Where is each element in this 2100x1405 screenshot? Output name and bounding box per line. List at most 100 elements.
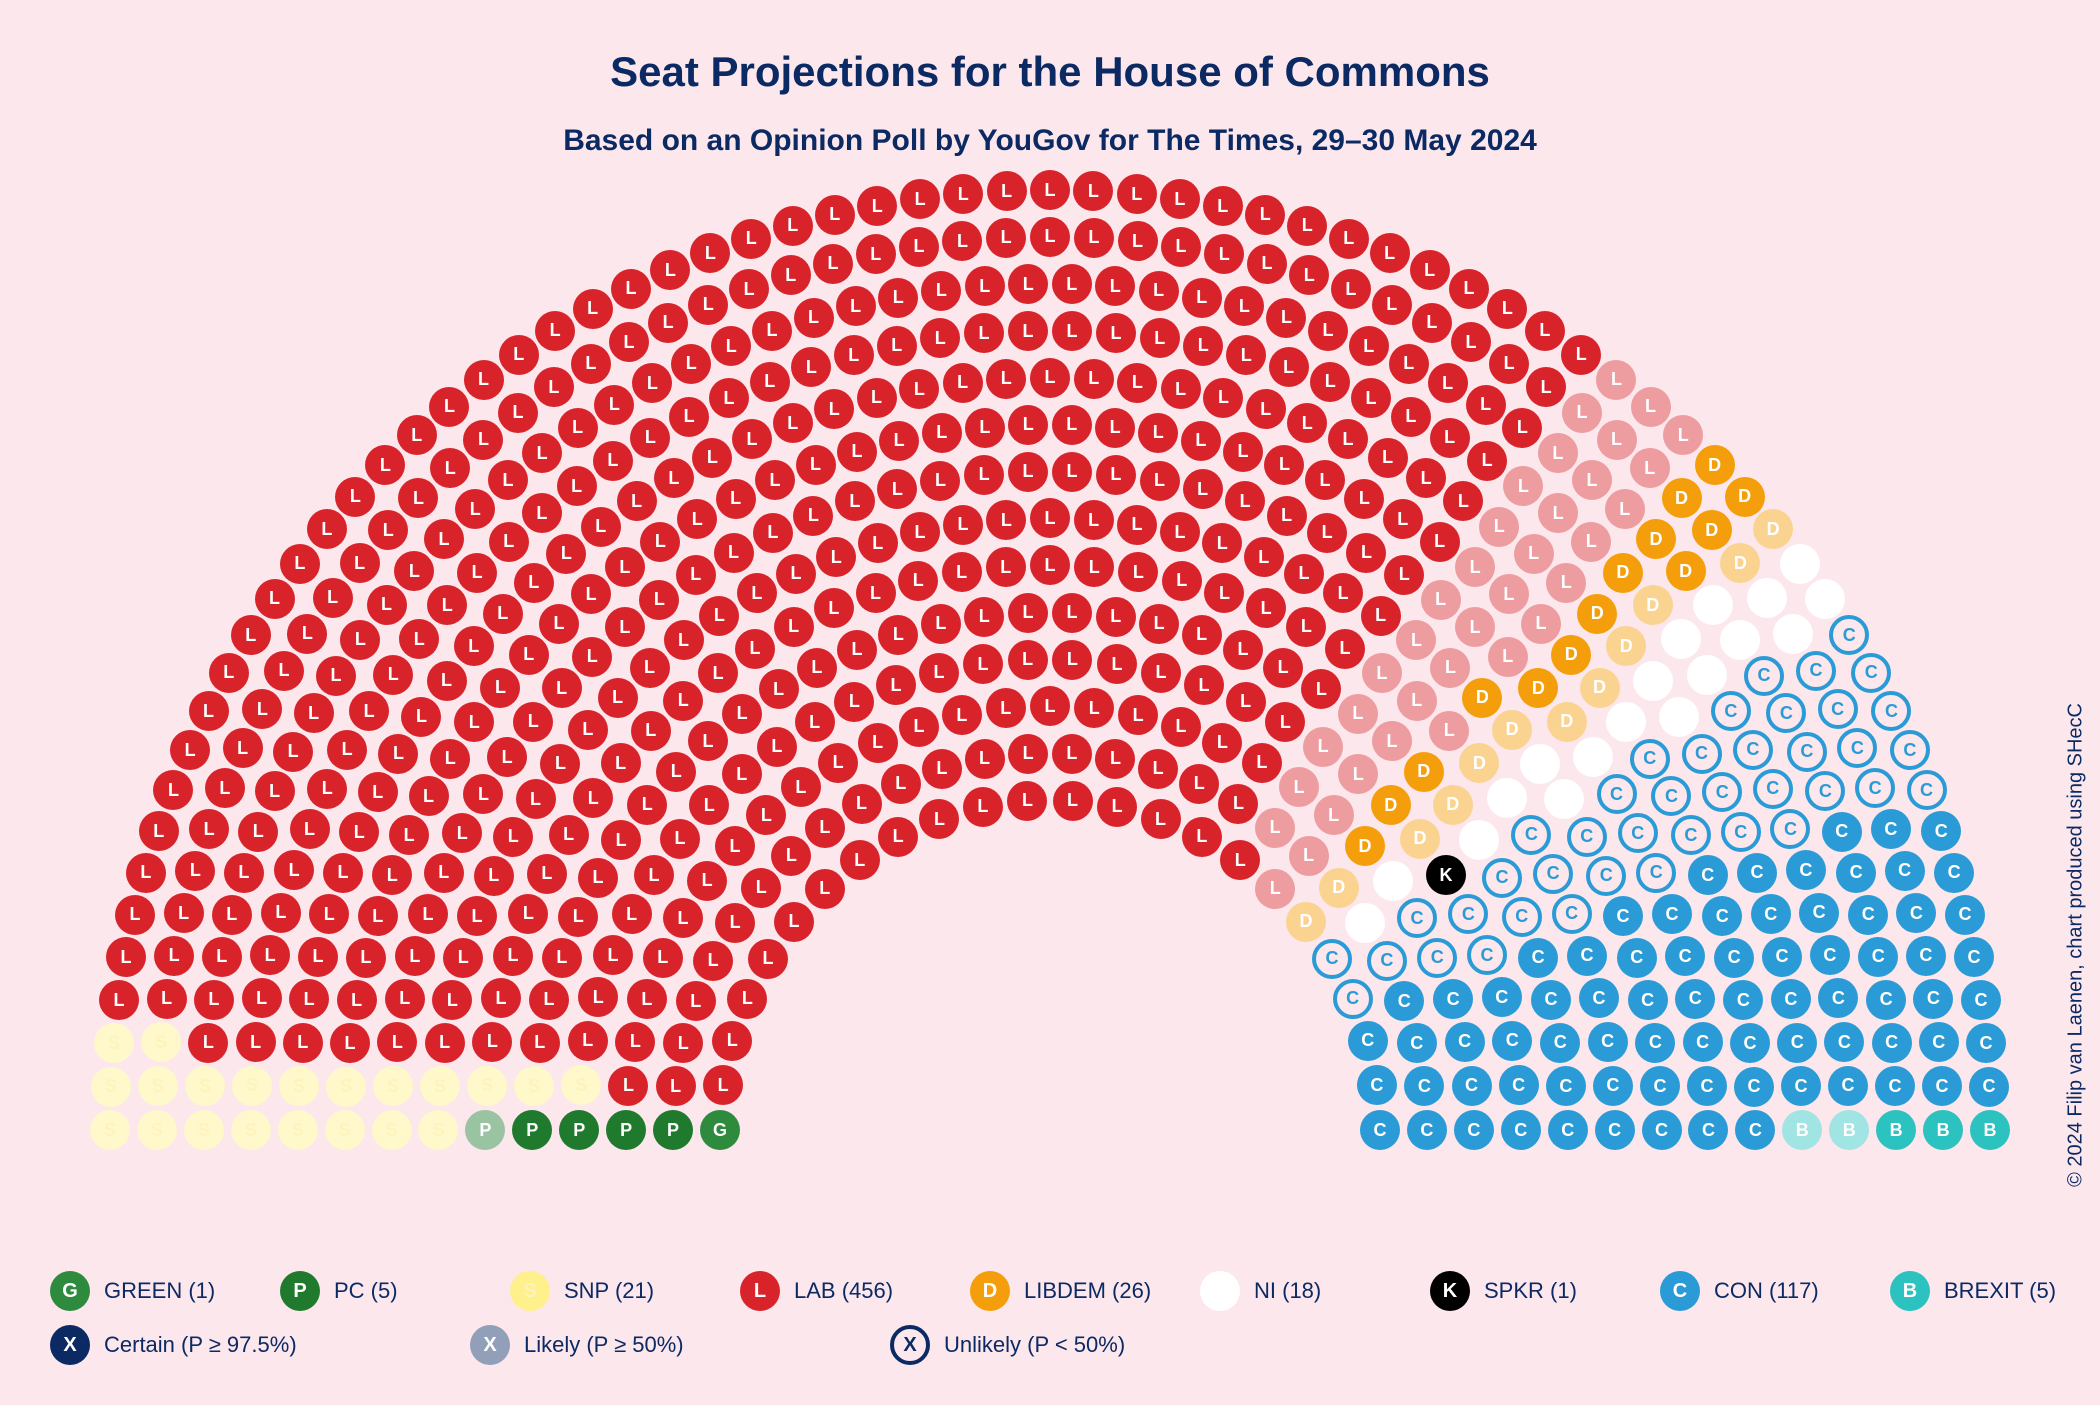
seat-con: C xyxy=(1781,1066,1821,1106)
seat-ni xyxy=(1720,620,1760,660)
seat-con: C xyxy=(1546,1066,1586,1106)
seat-lab: L xyxy=(1266,298,1306,338)
seat-lab: L xyxy=(487,737,527,777)
seat-lab: L xyxy=(687,861,727,901)
seat-lab: L xyxy=(1389,344,1429,384)
legend-label-snp: SNP (21) xyxy=(564,1278,654,1304)
seat-snp: S xyxy=(90,1110,130,1150)
seat-lab: L xyxy=(581,507,621,547)
seat-pc: P xyxy=(559,1110,599,1150)
seat-con: C xyxy=(1966,1023,2006,1063)
seat-lab: L xyxy=(481,978,521,1018)
seat-lab: L xyxy=(813,244,853,284)
seat-lab: L xyxy=(898,561,938,601)
seat-lab: L xyxy=(1269,347,1309,387)
seat-con: C xyxy=(1721,812,1761,852)
seat-lab: L xyxy=(1117,174,1157,214)
seat-lab: L xyxy=(1538,433,1578,473)
seat-con: C xyxy=(1397,1023,1437,1063)
seat-lab: L xyxy=(774,607,814,647)
seat-lab: L xyxy=(735,629,775,669)
hemicycle-chart: GPPPPPSSSSSSSSSSSSSSSSSSSSSLLLLLLLLLLLLL… xyxy=(0,0,2100,1405)
seat-lab: L xyxy=(1118,695,1158,735)
seat-con: C xyxy=(1922,1066,1962,1106)
seat-lab: L xyxy=(573,289,613,329)
seat-con: C xyxy=(1753,769,1793,809)
seat-lab: L xyxy=(1308,311,1348,351)
seat-lab: L xyxy=(394,551,434,591)
seat-lab: L xyxy=(1287,403,1327,443)
seat-lab: L xyxy=(856,573,896,613)
seat-con: C xyxy=(1890,730,1930,770)
seat-lab: L xyxy=(1451,322,1491,362)
seat-lab: L xyxy=(617,481,657,521)
seat-con: C xyxy=(1687,1066,1727,1106)
seat-con: C xyxy=(1652,894,1692,934)
seat-lab: L xyxy=(714,533,754,573)
seat-lab: L xyxy=(836,286,876,326)
seat-lab: L xyxy=(877,326,917,366)
seat-lab: L xyxy=(1429,711,1469,751)
seat-con: C xyxy=(1603,896,1643,936)
seat-lab: L xyxy=(399,619,439,659)
seat-lab: L xyxy=(748,939,788,979)
seat-lab: L xyxy=(1203,378,1243,418)
seat-con: C xyxy=(1828,1066,1868,1106)
seat-con: C xyxy=(1333,979,1373,1019)
seat-pc: P xyxy=(653,1110,693,1150)
seat-lab: L xyxy=(878,278,918,318)
seat-con: C xyxy=(1348,1021,1388,1061)
seat-lab: L xyxy=(578,858,618,898)
seat-lab: L xyxy=(493,936,533,976)
seat-lab: L xyxy=(373,655,413,695)
seat-lab: L xyxy=(1538,493,1578,533)
seat-con: C xyxy=(1482,977,1522,1017)
seat-lab: L xyxy=(202,937,242,977)
seat-lab: L xyxy=(857,186,897,226)
seat-lab: L xyxy=(1430,648,1470,688)
seat-lab: L xyxy=(425,1023,465,1063)
seat-lab: L xyxy=(261,893,301,933)
seat-lab: L xyxy=(755,460,795,500)
legend-label-unlikely: Unlikely (P < 50%) xyxy=(944,1332,1125,1358)
seat-lab: L xyxy=(1162,561,1202,601)
seat-lab: L xyxy=(1030,170,1070,210)
seat-lab: L xyxy=(676,981,716,1021)
seat-lab: L xyxy=(522,493,562,533)
seat-con: C xyxy=(1448,894,1488,934)
seat-ni xyxy=(1373,861,1413,901)
seat-con: C xyxy=(1730,1023,1770,1063)
seat-lab: L xyxy=(1160,512,1200,552)
seat-lab: L xyxy=(540,744,580,784)
seat-lab: L xyxy=(899,707,939,747)
seat-lab: L xyxy=(1502,408,1542,448)
seat-lab: L xyxy=(795,702,835,742)
seat-lab: L xyxy=(572,637,612,677)
seat-snp: S xyxy=(138,1066,178,1106)
seat-con: C xyxy=(1934,853,1974,893)
seat-lab: L xyxy=(488,460,528,500)
seat-lab: L xyxy=(372,855,412,895)
legend-dot-certain: X xyxy=(50,1325,90,1365)
seat-con: C xyxy=(1360,1110,1400,1150)
seat-lab: L xyxy=(693,941,733,981)
seat-lab: L xyxy=(472,1022,512,1062)
seat-lab: L xyxy=(671,344,711,384)
legend-dot-likely: X xyxy=(470,1325,510,1365)
seat-libdem: D xyxy=(1692,510,1732,550)
legend-label-green: GREEN (1) xyxy=(104,1278,215,1304)
legend-label-pc: PC (5) xyxy=(334,1278,398,1304)
seat-lab: L xyxy=(514,563,554,603)
seat-lab: L xyxy=(1328,419,1368,459)
seat-lab: L xyxy=(1329,219,1369,259)
seat-lab: L xyxy=(205,768,245,808)
seat-con: C xyxy=(1787,732,1827,772)
seat-lab: L xyxy=(368,510,408,550)
seat-lab: L xyxy=(663,681,703,721)
seat-lab: L xyxy=(630,648,670,688)
seat-snp: S xyxy=(373,1066,413,1106)
seat-con: C xyxy=(1733,730,1773,770)
seat-lab: L xyxy=(752,311,792,351)
seat-lab: L xyxy=(878,615,918,655)
seat-lab: L xyxy=(1455,547,1495,587)
